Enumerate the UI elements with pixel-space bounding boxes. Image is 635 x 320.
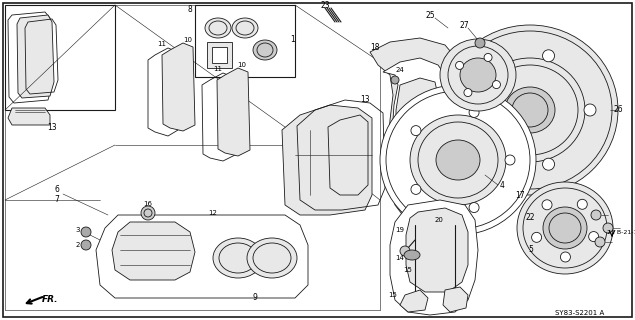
Text: 12: 12: [208, 210, 217, 216]
Circle shape: [81, 240, 91, 250]
Text: 8: 8: [187, 5, 192, 14]
Text: 24: 24: [396, 67, 404, 73]
Polygon shape: [383, 58, 454, 208]
Circle shape: [455, 61, 464, 69]
Circle shape: [531, 232, 542, 242]
Ellipse shape: [205, 18, 231, 38]
Text: 22: 22: [525, 213, 535, 222]
Polygon shape: [112, 222, 195, 280]
Text: 13: 13: [360, 95, 370, 105]
Ellipse shape: [253, 40, 277, 60]
Ellipse shape: [505, 87, 555, 133]
Text: 23: 23: [320, 1, 330, 10]
Text: 6: 6: [55, 186, 60, 195]
Text: 10: 10: [237, 62, 246, 68]
Text: 7: 7: [55, 196, 60, 204]
Text: 21 B-21-1: 21 B-21-1: [607, 229, 635, 235]
Ellipse shape: [440, 39, 516, 111]
Text: 14: 14: [396, 255, 404, 261]
Ellipse shape: [460, 58, 496, 92]
Circle shape: [411, 126, 421, 136]
Text: 17: 17: [515, 190, 525, 199]
Ellipse shape: [442, 25, 618, 195]
Text: 15: 15: [389, 292, 398, 298]
Polygon shape: [282, 105, 372, 215]
Text: 25: 25: [425, 11, 435, 20]
Circle shape: [400, 246, 410, 256]
Text: 1: 1: [291, 36, 295, 44]
Circle shape: [81, 227, 91, 237]
Polygon shape: [8, 108, 50, 125]
Ellipse shape: [543, 207, 587, 249]
Polygon shape: [162, 43, 195, 131]
Polygon shape: [17, 15, 54, 98]
Circle shape: [542, 50, 554, 62]
Polygon shape: [396, 78, 440, 175]
Text: FR.: FR.: [42, 295, 58, 305]
Text: 5: 5: [528, 245, 533, 254]
Polygon shape: [217, 68, 250, 156]
Text: 4: 4: [500, 180, 504, 189]
Circle shape: [469, 203, 479, 212]
Text: 9: 9: [253, 293, 257, 302]
Circle shape: [577, 199, 587, 209]
Polygon shape: [400, 290, 428, 312]
Text: 20: 20: [435, 217, 444, 223]
Polygon shape: [390, 200, 478, 315]
Ellipse shape: [404, 250, 420, 260]
Text: 16: 16: [144, 201, 152, 207]
Ellipse shape: [410, 115, 506, 205]
Text: 2: 2: [76, 242, 80, 248]
Ellipse shape: [517, 182, 613, 274]
Text: 11: 11: [213, 66, 222, 72]
Text: 26: 26: [613, 106, 623, 115]
Text: 10: 10: [184, 37, 192, 43]
Text: 27: 27: [459, 20, 469, 29]
Circle shape: [475, 38, 485, 48]
Text: 11: 11: [157, 41, 166, 47]
Polygon shape: [212, 47, 227, 63]
Circle shape: [589, 232, 599, 242]
Circle shape: [476, 138, 488, 149]
Circle shape: [505, 155, 515, 165]
Text: 19: 19: [396, 227, 404, 233]
Circle shape: [391, 76, 399, 84]
Circle shape: [469, 108, 479, 117]
Ellipse shape: [436, 140, 480, 180]
Text: 15: 15: [404, 267, 413, 273]
Circle shape: [411, 184, 421, 194]
Circle shape: [591, 210, 601, 220]
Circle shape: [484, 53, 492, 61]
Text: SY83-S2201 A: SY83-S2201 A: [555, 310, 605, 316]
Text: 3: 3: [76, 227, 80, 233]
Ellipse shape: [380, 85, 536, 235]
Polygon shape: [370, 38, 468, 222]
Circle shape: [141, 206, 155, 220]
Ellipse shape: [475, 58, 585, 162]
Ellipse shape: [247, 238, 297, 278]
Polygon shape: [96, 215, 308, 298]
Circle shape: [603, 223, 613, 233]
Circle shape: [476, 70, 488, 83]
Polygon shape: [207, 42, 232, 68]
Ellipse shape: [232, 18, 258, 38]
Circle shape: [492, 81, 500, 89]
Circle shape: [595, 237, 605, 247]
Circle shape: [542, 158, 554, 170]
Circle shape: [542, 200, 552, 210]
Text: 18: 18: [370, 44, 380, 52]
Bar: [195, 5, 295, 77]
Polygon shape: [406, 208, 468, 292]
Circle shape: [584, 104, 596, 116]
Ellipse shape: [213, 238, 263, 278]
Circle shape: [561, 252, 570, 262]
Text: 13: 13: [47, 124, 57, 132]
Circle shape: [464, 89, 472, 97]
Polygon shape: [443, 287, 468, 312]
Bar: [5, 5, 115, 110]
